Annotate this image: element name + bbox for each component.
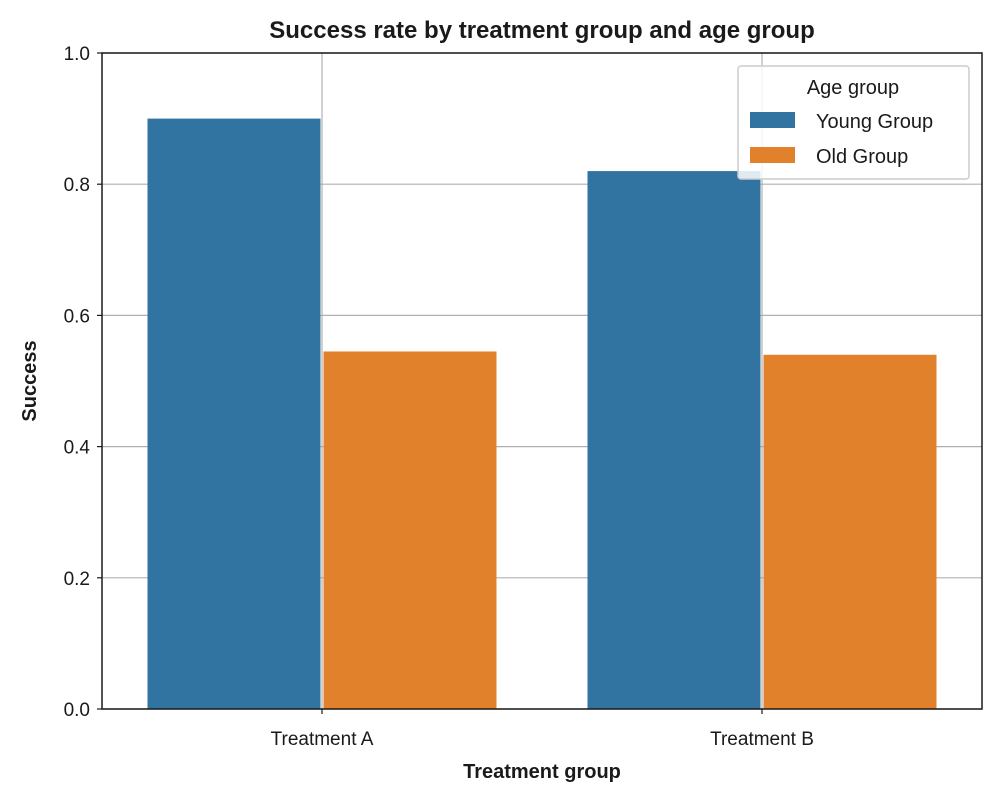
- x-tick-label: Treatment A: [271, 729, 374, 750]
- y-axis-label: Success: [19, 340, 41, 421]
- bars: [147, 118, 937, 710]
- y-axis-ticks: 0.0 0.2 0.4 0.6 0.8 1.0: [64, 44, 102, 721]
- legend-label: Young Group: [816, 111, 933, 133]
- x-tick-label: Treatment B: [710, 729, 814, 750]
- y-tick-label: 0.0: [64, 700, 90, 721]
- legend: Age group Young Group Old Group: [737, 65, 970, 180]
- legend-items: Young Group Old Group: [750, 111, 933, 168]
- legend-box: [737, 65, 970, 180]
- bar-young-group-treatment-b: [587, 171, 761, 709]
- y-tick-label: 0.8: [64, 175, 90, 196]
- y-tick-label: 0.2: [64, 569, 90, 590]
- legend-title: Age group: [807, 77, 899, 99]
- x-axis-label: Treatment group: [463, 761, 621, 783]
- y-tick-label: 0.4: [64, 438, 91, 459]
- y-tick-label: 0.6: [64, 306, 90, 327]
- legend-swatch: [750, 147, 795, 163]
- y-tick-label: 1.0: [64, 44, 90, 65]
- bar-old-group-treatment-a: [323, 351, 497, 709]
- chart-title: Success rate by treatment group and age …: [269, 17, 814, 44]
- x-axis-ticks: Treatment A Treatment B: [271, 709, 814, 750]
- legend-label: Old Group: [816, 146, 908, 168]
- bar-young-group-treatment-a: [147, 118, 321, 710]
- plot-frame: [101, 52, 983, 710]
- legend-swatch: [750, 112, 795, 128]
- bar-old-group-treatment-b: [763, 354, 937, 709]
